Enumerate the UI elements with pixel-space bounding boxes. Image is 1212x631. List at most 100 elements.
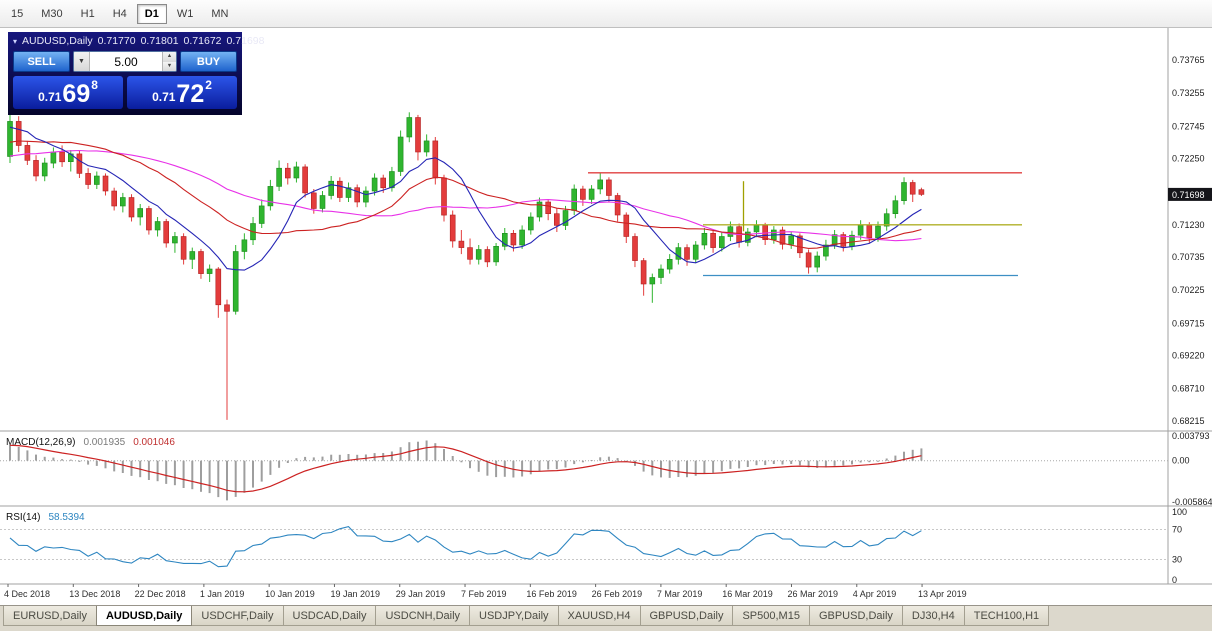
macd-histogram-bar <box>781 460 784 465</box>
macd-histogram-bar <box>859 460 862 463</box>
macd-histogram-bar <box>156 460 159 482</box>
macd-histogram-bar <box>95 460 98 466</box>
price-axis-label: 0.73765 <box>1172 55 1205 65</box>
macd-histogram-bar <box>868 460 871 463</box>
candle-body <box>484 249 491 263</box>
chart-tab-bar: EURUSD,Daily AUDUSD,Daily USDCHF,Daily USDC… <box>0 605 1212 631</box>
candle-body <box>875 225 881 239</box>
candle-body <box>866 225 873 239</box>
chart-tab-dj30-h4[interactable]: DJ30,H4 <box>901 606 965 626</box>
macd-histogram-bar <box>17 446 20 461</box>
candle-body <box>892 200 899 214</box>
candle-body <box>623 214 630 237</box>
chart-tab-eurusd-daily[interactable]: EURUSD,Daily <box>3 606 97 626</box>
chart-tab-usdcad-daily[interactable]: USDCAD,Daily <box>282 606 377 626</box>
current-price-value: 0.71698 <box>1172 190 1205 200</box>
time-axis-label: 29 Jan 2019 <box>396 589 446 599</box>
candle-body <box>241 239 248 252</box>
chart-tab-usdchf-daily[interactable]: USDCHF,Daily <box>191 606 284 626</box>
candle-body <box>163 221 169 244</box>
macd-histogram-bar <box>217 460 220 498</box>
macd-histogram-bar <box>616 458 619 461</box>
candle-body <box>519 229 525 246</box>
candle-body <box>345 187 352 198</box>
volume-up-icon[interactable]: ▲ <box>163 52 176 62</box>
macd-histogram-bar <box>451 456 454 461</box>
macd-histogram-bar <box>417 441 419 461</box>
chart-tab-gbpusd-daily[interactable]: GBPUSD,Daily <box>808 606 903 626</box>
macd-histogram-bar <box>130 460 133 476</box>
macd-histogram-bar <box>746 460 749 467</box>
sell-button[interactable]: SELL <box>13 51 70 72</box>
macd-histogram-bar <box>755 460 758 466</box>
candle-body <box>744 231 751 243</box>
candle-body <box>727 226 734 237</box>
candle-body <box>658 268 664 278</box>
candle-body <box>172 236 178 244</box>
candle-body <box>137 208 143 218</box>
sell-price-button[interactable]: 0.71 69 8 <box>13 76 123 109</box>
macd-histogram-bar <box>390 451 393 461</box>
macd-histogram-bar <box>200 460 202 492</box>
candle-body <box>553 213 560 226</box>
macd-histogram-bar <box>651 460 654 476</box>
buy-button[interactable]: BUY <box>180 51 237 72</box>
macd-histogram-bar <box>9 444 11 461</box>
candle-body <box>128 197 135 218</box>
macd-histogram-bar <box>712 460 715 473</box>
rsi-axis-label: 30 <box>1172 555 1182 565</box>
rsi-label: RSI(14) <box>6 512 40 523</box>
volume-dropdown-icon[interactable]: ▼ <box>74 52 90 71</box>
period-button-w1[interactable]: W1 <box>176 7 194 20</box>
chart-canvas[interactable]: MACD(12,26,9) 0.001935 0.001046 RSI(14) 58.… <box>0 28 1212 605</box>
macd-histogram-bar <box>920 448 923 461</box>
macd-histogram-bar <box>191 460 194 490</box>
volume-input[interactable] <box>90 52 162 71</box>
macd-histogram-bar <box>807 460 810 468</box>
candle-body <box>883 213 890 227</box>
chart-tab-audusd-daily[interactable]: AUDUSD,Daily <box>95 606 193 626</box>
buy-price-prefix: 0.71 <box>152 90 176 104</box>
candle-body <box>415 117 421 153</box>
rsi-axis-label: 100 <box>1172 507 1187 517</box>
candle-body <box>354 187 361 203</box>
volume-down-icon[interactable]: ▼ <box>163 61 176 71</box>
period-button-15[interactable]: 15 <box>11 7 24 20</box>
chart-tab-gbpusd-daily[interactable]: GBPUSD,Daily <box>639 606 734 626</box>
chart-tab-usdjpy-daily[interactable]: USDJPY,Daily <box>469 606 559 626</box>
price-axis-label: 0.72745 <box>1172 121 1205 131</box>
volume-spinner: ▲ ▼ <box>162 52 176 71</box>
macd-histogram-bar <box>347 454 350 461</box>
macd-signal-line <box>9 444 922 493</box>
candle-body <box>501 233 508 247</box>
candle-body <box>59 151 65 163</box>
macd-histogram-bar <box>842 460 845 466</box>
candle-body <box>24 145 31 161</box>
time-axis-label: 26 Mar 2019 <box>787 589 838 599</box>
period-button-h4[interactable]: H4 <box>112 7 127 20</box>
candle-body <box>33 160 39 177</box>
candle-body <box>901 182 907 202</box>
macd-histogram-bar <box>425 440 428 461</box>
buy-price-button[interactable]: 0.71 72 2 <box>127 76 237 109</box>
macd-histogram-bar <box>668 460 671 478</box>
candle-body <box>640 260 647 285</box>
macd-histogram-bar <box>833 460 836 466</box>
candle-body <box>918 189 925 195</box>
macd-histogram-bar <box>495 460 498 478</box>
period-button-h1[interactable]: H1 <box>80 7 95 20</box>
period-button-mn[interactable]: MN <box>211 7 229 20</box>
candle-body <box>753 225 760 233</box>
macd-histogram-bar <box>469 460 471 469</box>
candle-body <box>397 136 404 172</box>
chart-tab-xauusd-h4[interactable]: XAUUSD,H4 <box>557 606 641 626</box>
candle-body <box>258 205 265 224</box>
candle-body <box>823 244 829 257</box>
chart-tab-sp500-m15[interactable]: SP500,M15 <box>732 606 810 626</box>
chart-tab-tech100-h1[interactable]: TECH100,H1 <box>963 606 1050 626</box>
chart-tab-usdcnh-daily[interactable]: USDCNH,Daily <box>375 606 471 626</box>
period-button-m30[interactable]: M30 <box>41 7 63 20</box>
period-button-d1[interactable]: D1 <box>136 3 167 24</box>
candle-body <box>276 167 282 187</box>
panel-collapse-icon[interactable]: ▾ <box>13 36 18 46</box>
